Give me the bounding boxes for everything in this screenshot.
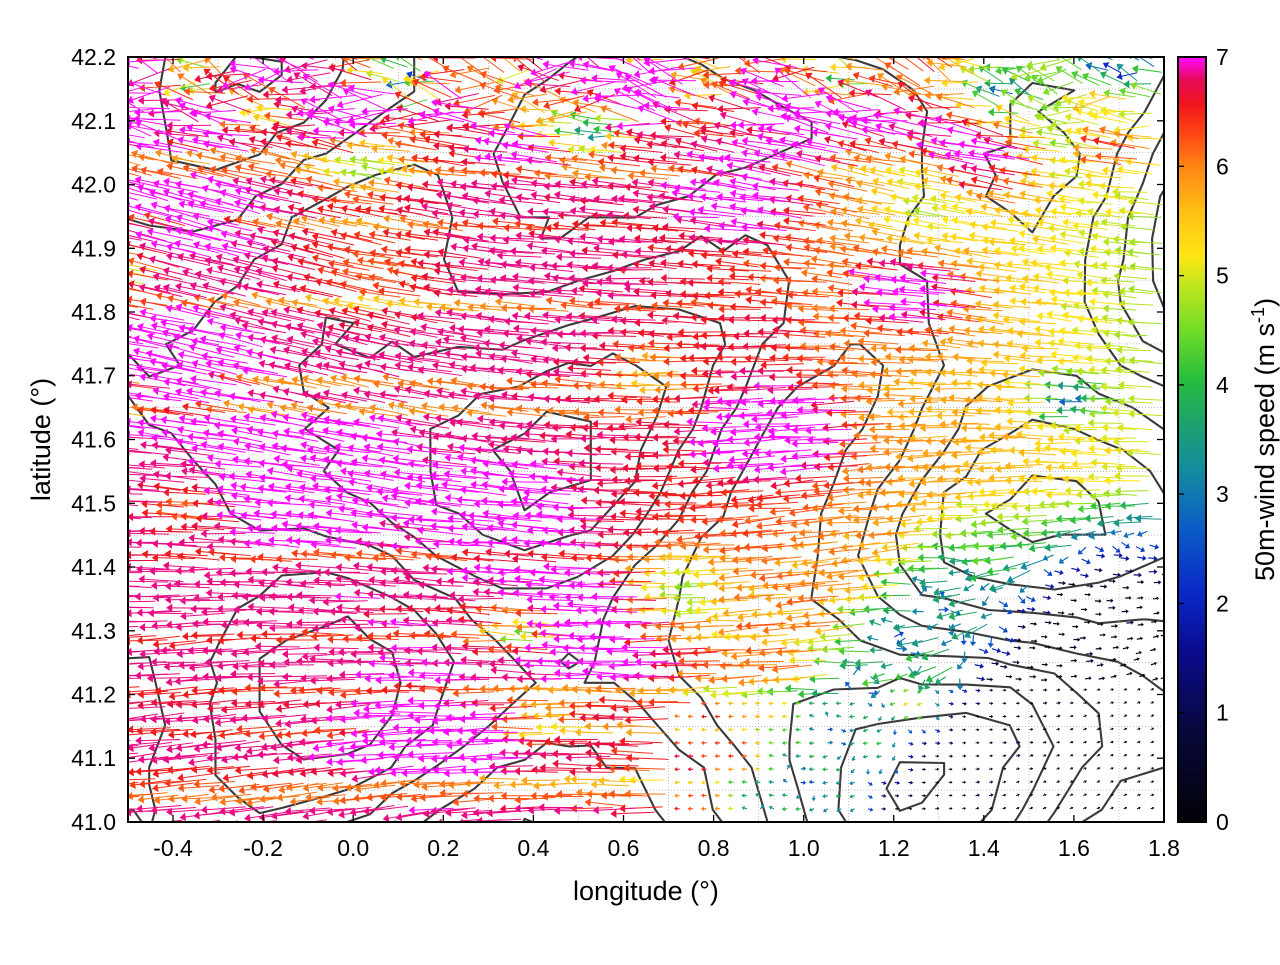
svg-text:5: 5: [1216, 263, 1229, 289]
svg-text:0.4: 0.4: [517, 835, 549, 861]
svg-text:1: 1: [1216, 700, 1229, 726]
svg-text:41.5: 41.5: [71, 490, 116, 516]
svg-text:41.8: 41.8: [71, 299, 116, 325]
svg-text:41.7: 41.7: [71, 363, 116, 389]
svg-text:42.0: 42.0: [71, 172, 116, 198]
svg-text:1.6: 1.6: [1058, 835, 1090, 861]
svg-text:0.6: 0.6: [608, 835, 640, 861]
svg-text:0: 0: [1216, 809, 1229, 835]
svg-text:4: 4: [1216, 372, 1229, 398]
svg-text:3: 3: [1216, 481, 1229, 507]
svg-text:42.2: 42.2: [71, 44, 116, 70]
svg-text:1.8: 1.8: [1148, 835, 1180, 861]
svg-text:41.2: 41.2: [71, 682, 116, 708]
svg-text:longitude (°): longitude (°): [573, 876, 719, 906]
svg-text:41.1: 41.1: [71, 745, 116, 771]
svg-text:-0.2: -0.2: [243, 835, 283, 861]
svg-text:41.9: 41.9: [71, 235, 116, 261]
svg-text:latitude (°): latitude (°): [26, 378, 56, 501]
svg-text:2: 2: [1216, 590, 1229, 616]
svg-text:0.8: 0.8: [698, 835, 730, 861]
svg-text:50m-wind speed (m s-1): 50m-wind speed (m s-1): [1248, 298, 1280, 581]
svg-text:0.2: 0.2: [427, 835, 459, 861]
svg-text:1.0: 1.0: [788, 835, 820, 861]
svg-text:1.4: 1.4: [968, 835, 1000, 861]
svg-text:41.3: 41.3: [71, 618, 116, 644]
svg-text:42.1: 42.1: [71, 108, 116, 134]
svg-text:1.2: 1.2: [878, 835, 910, 861]
svg-text:-0.4: -0.4: [153, 835, 193, 861]
svg-text:41.0: 41.0: [71, 809, 116, 835]
svg-text:7: 7: [1216, 44, 1229, 70]
svg-text:0.0: 0.0: [337, 835, 369, 861]
svg-text:41.6: 41.6: [71, 427, 116, 453]
svg-text:6: 6: [1216, 153, 1229, 179]
svg-text:41.4: 41.4: [71, 554, 116, 580]
